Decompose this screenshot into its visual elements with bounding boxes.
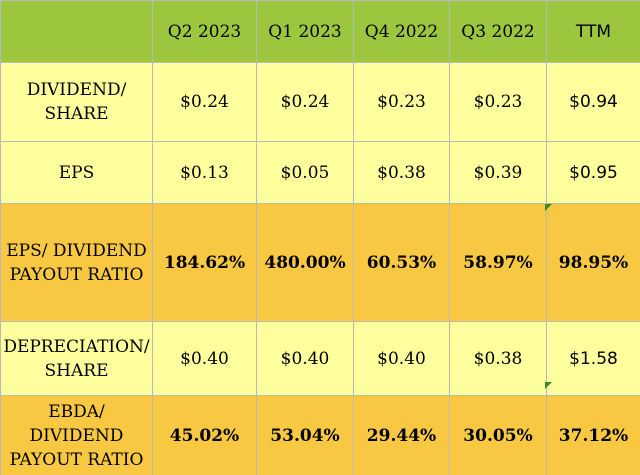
row-label-eps: EPS <box>0 141 153 204</box>
table-cell: 480.00% <box>256 203 354 322</box>
table-cell-ttm: $0.95 <box>546 141 640 204</box>
row-label-line: DEPRECIATION/ <box>3 336 150 357</box>
row-label-eps-dividend-payout-ratio: EPS/ DIVIDEND PAYOUT RATIO <box>0 203 153 322</box>
table-cell-ttm: $1.58 <box>546 321 640 396</box>
table-cell: $0.40 <box>256 321 354 396</box>
header-cell-q1-2023: Q1 2023 <box>256 0 354 63</box>
table-cell: $0.05 <box>256 141 354 204</box>
table-cell: $0.39 <box>449 141 547 204</box>
row-eps: EPS $0.13 $0.05 $0.38 $0.39 $0.95 <box>0 141 640 204</box>
header-row: Q2 2023 Q1 2023 Q4 2022 Q3 2022 TTM <box>0 0 640 63</box>
row-label-line: DIVIDEND/ <box>26 80 127 100</box>
cell-comment-marker <box>545 382 552 389</box>
table-cell: $0.24 <box>256 62 354 142</box>
header-cell-q4-2022: Q4 2022 <box>353 0 450 63</box>
table-cell: 58.97% <box>449 203 547 322</box>
table-cell: $0.38 <box>449 321 547 396</box>
row-depreciation-share: DEPRECIATION/ SHARE $0.40 $0.40 $0.40 $0… <box>0 321 640 396</box>
row-label-dividend-share: DIVIDEND/ SHARE <box>0 62 153 142</box>
table-cell: $0.24 <box>152 62 257 142</box>
header-cell-ttm: TTM <box>546 0 640 63</box>
table-cell: $0.13 <box>152 141 257 204</box>
row-label-ebda-dividend-payout-ratio: EBDA/ DIVIDEND PAYOUT RATIO <box>0 395 153 475</box>
table-cell: $0.23 <box>449 62 547 142</box>
table-cell: $0.40 <box>152 321 257 396</box>
table-cell-ttm: 37.12% <box>546 395 640 475</box>
row-label-line: PAYOUT RATIO <box>9 449 144 470</box>
header-cell-q2-2023: Q2 2023 <box>152 0 257 63</box>
row-label-line: SHARE <box>44 104 109 124</box>
header-cell-q3-2022: Q3 2022 <box>449 0 547 63</box>
cell-comment-marker <box>545 204 552 211</box>
table-cell: $0.23 <box>353 62 450 142</box>
row-label-line: SHARE <box>44 360 109 381</box>
table-cell: 45.02% <box>152 395 257 475</box>
table-cell: 53.04% <box>256 395 354 475</box>
row-label-line: EPS <box>58 162 95 183</box>
table-cell: 184.62% <box>152 203 257 322</box>
row-label-line: DIVIDEND <box>29 425 124 446</box>
table-cell: 60.53% <box>353 203 450 322</box>
row-dividend-share: DIVIDEND/ SHARE $0.24 $0.24 $0.23 $0.23 … <box>0 62 640 142</box>
table-cell-ttm: 98.95% <box>546 203 640 322</box>
row-label-depreciation-share: DEPRECIATION/ SHARE <box>0 321 153 396</box>
row-label-line: EBDA/ <box>48 401 105 422</box>
row-ebda-dividend-payout-ratio: EBDA/ DIVIDEND PAYOUT RATIO 45.02% 53.04… <box>0 395 640 475</box>
row-eps-dividend-payout-ratio: EPS/ DIVIDEND PAYOUT RATIO 184.62% 480.0… <box>0 203 640 322</box>
table-cell: 30.05% <box>449 395 547 475</box>
row-label-line: EPS/ DIVIDEND <box>6 240 147 261</box>
table-cell: $0.40 <box>353 321 450 396</box>
table-cell: $0.38 <box>353 141 450 204</box>
row-label-line: PAYOUT RATIO <box>9 264 144 285</box>
table-cell: 29.44% <box>353 395 450 475</box>
header-corner-cell <box>0 0 153 63</box>
table-cell-ttm: $0.94 <box>546 62 640 142</box>
